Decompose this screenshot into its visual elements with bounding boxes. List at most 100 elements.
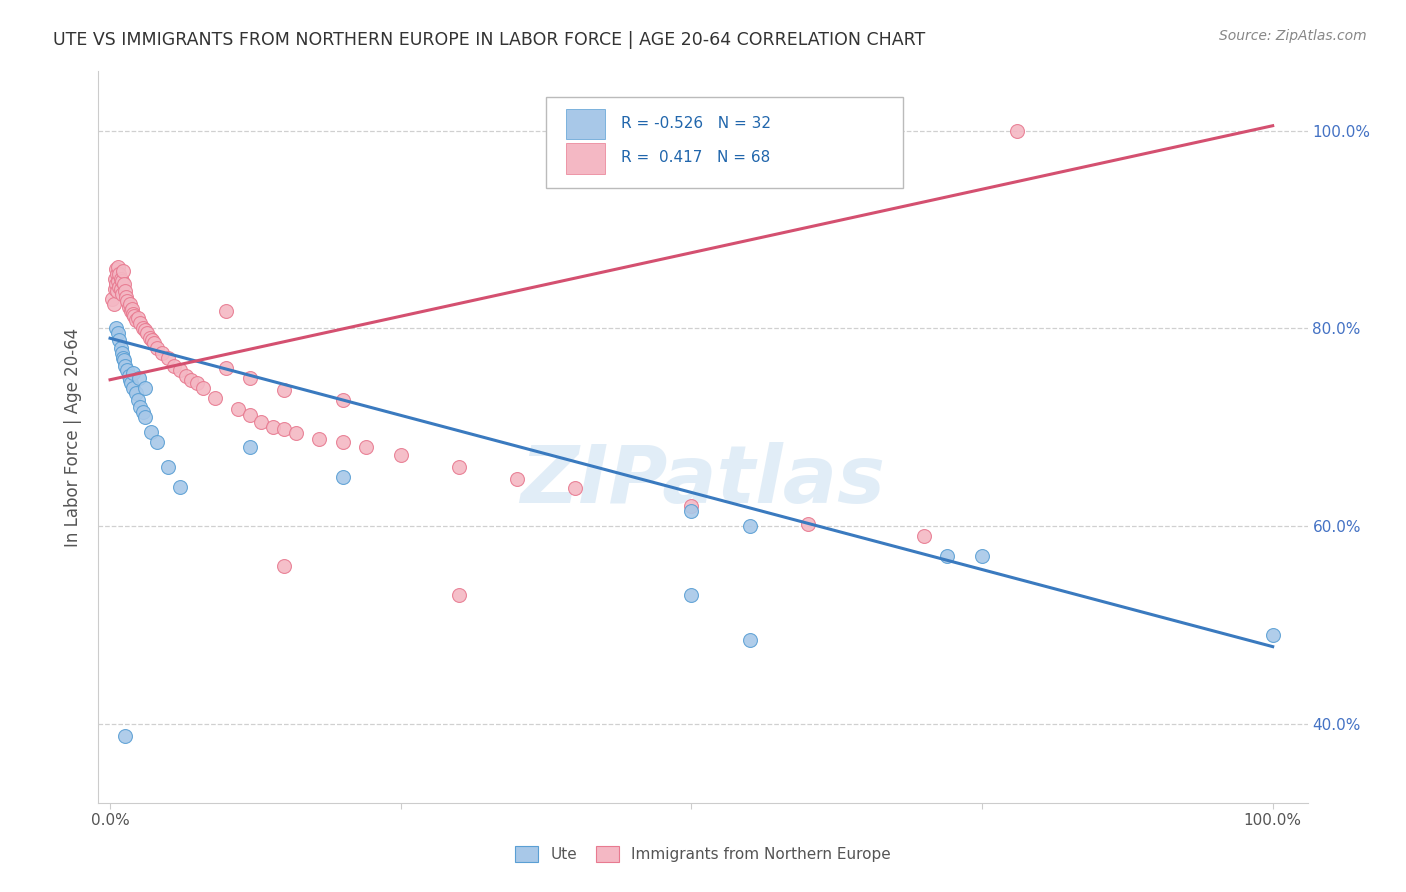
Point bbox=[143, 336, 166, 351]
Point bbox=[1261, 628, 1284, 642]
Point bbox=[138, 331, 160, 345]
Point bbox=[117, 293, 139, 308]
Point bbox=[273, 383, 295, 397]
Point bbox=[124, 313, 146, 327]
Point bbox=[111, 351, 134, 365]
Point bbox=[127, 311, 149, 326]
Point bbox=[111, 286, 134, 301]
Point bbox=[174, 368, 197, 383]
Point bbox=[121, 301, 143, 316]
Point bbox=[110, 272, 132, 286]
Point bbox=[108, 280, 131, 294]
Y-axis label: In Labor Force | Age 20-64: In Labor Force | Age 20-64 bbox=[65, 327, 83, 547]
Point bbox=[122, 306, 145, 320]
Point bbox=[131, 405, 153, 419]
Point bbox=[104, 321, 127, 335]
Text: Source: ZipAtlas.com: Source: ZipAtlas.com bbox=[1219, 29, 1367, 43]
Point bbox=[112, 277, 135, 291]
Point bbox=[681, 500, 703, 514]
Point bbox=[191, 381, 214, 395]
Point bbox=[128, 371, 150, 385]
Point bbox=[250, 415, 273, 429]
Point bbox=[118, 373, 141, 387]
Point bbox=[215, 360, 238, 375]
Point bbox=[285, 426, 308, 441]
Point bbox=[122, 381, 145, 395]
Point bbox=[111, 346, 134, 360]
Point bbox=[104, 272, 127, 286]
Text: ZIPatlas: ZIPatlas bbox=[520, 442, 886, 520]
Point bbox=[169, 363, 191, 377]
Point bbox=[104, 277, 127, 291]
Point bbox=[226, 402, 249, 417]
Point bbox=[389, 448, 412, 462]
Point bbox=[912, 529, 935, 543]
Point bbox=[134, 381, 156, 395]
Point bbox=[936, 549, 959, 563]
Point bbox=[738, 632, 761, 647]
Point bbox=[110, 341, 132, 355]
Point bbox=[124, 310, 146, 324]
Point bbox=[447, 459, 470, 474]
Point bbox=[186, 376, 208, 390]
Point bbox=[105, 284, 128, 298]
Point bbox=[104, 282, 127, 296]
Point bbox=[354, 440, 377, 454]
Point bbox=[120, 376, 142, 390]
Point bbox=[332, 469, 354, 483]
Point bbox=[239, 440, 262, 454]
Point bbox=[139, 425, 162, 439]
Point bbox=[129, 401, 152, 415]
Point bbox=[262, 420, 284, 434]
Point bbox=[796, 517, 818, 532]
Point bbox=[145, 341, 167, 355]
Point bbox=[273, 558, 295, 573]
Point bbox=[104, 262, 127, 277]
Point bbox=[150, 346, 173, 360]
Point bbox=[115, 290, 138, 304]
Point bbox=[681, 504, 703, 518]
Point bbox=[738, 519, 761, 533]
Text: R = -0.526   N = 32: R = -0.526 N = 32 bbox=[621, 116, 770, 131]
Point bbox=[101, 292, 124, 306]
Point bbox=[506, 472, 529, 486]
Point bbox=[681, 588, 703, 602]
Point bbox=[180, 373, 202, 387]
Point bbox=[111, 274, 134, 288]
Point bbox=[108, 267, 131, 281]
Point bbox=[1256, 830, 1278, 845]
Point bbox=[114, 359, 136, 373]
Point bbox=[107, 326, 129, 341]
Point bbox=[105, 267, 128, 281]
Point bbox=[118, 368, 141, 383]
Point bbox=[239, 409, 262, 423]
Point bbox=[122, 366, 145, 380]
Point bbox=[134, 323, 156, 337]
Point bbox=[107, 274, 129, 288]
Point bbox=[204, 391, 226, 405]
FancyBboxPatch shape bbox=[567, 109, 605, 139]
Point bbox=[447, 588, 470, 602]
Point bbox=[127, 392, 149, 407]
Point bbox=[215, 303, 238, 318]
Point bbox=[141, 333, 163, 347]
Point bbox=[145, 435, 167, 450]
Point bbox=[136, 326, 159, 341]
Point bbox=[564, 482, 586, 496]
Point bbox=[103, 296, 125, 310]
Point bbox=[157, 459, 180, 474]
Text: R =  0.417   N = 68: R = 0.417 N = 68 bbox=[621, 150, 770, 165]
Point bbox=[114, 284, 136, 298]
Point bbox=[120, 303, 142, 318]
Text: UTE VS IMMIGRANTS FROM NORTHERN EUROPE IN LABOR FORCE | AGE 20-64 CORRELATION CH: UTE VS IMMIGRANTS FROM NORTHERN EUROPE I… bbox=[53, 31, 925, 49]
Point bbox=[129, 317, 152, 331]
Point bbox=[308, 432, 330, 446]
Point bbox=[970, 549, 993, 563]
Point bbox=[163, 359, 186, 373]
Point bbox=[157, 351, 180, 365]
Point bbox=[169, 479, 191, 493]
Point bbox=[332, 392, 354, 407]
Point bbox=[112, 353, 135, 368]
FancyBboxPatch shape bbox=[546, 97, 903, 188]
Point bbox=[118, 296, 141, 310]
